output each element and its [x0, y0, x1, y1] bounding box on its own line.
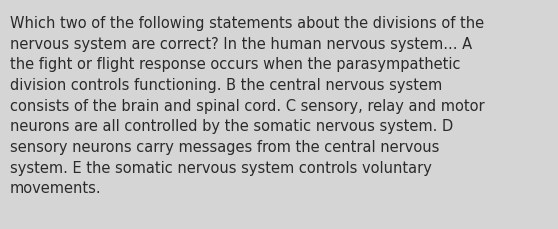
- Text: Which two of the following statements about the divisions of the
nervous system : Which two of the following statements ab…: [10, 16, 485, 195]
